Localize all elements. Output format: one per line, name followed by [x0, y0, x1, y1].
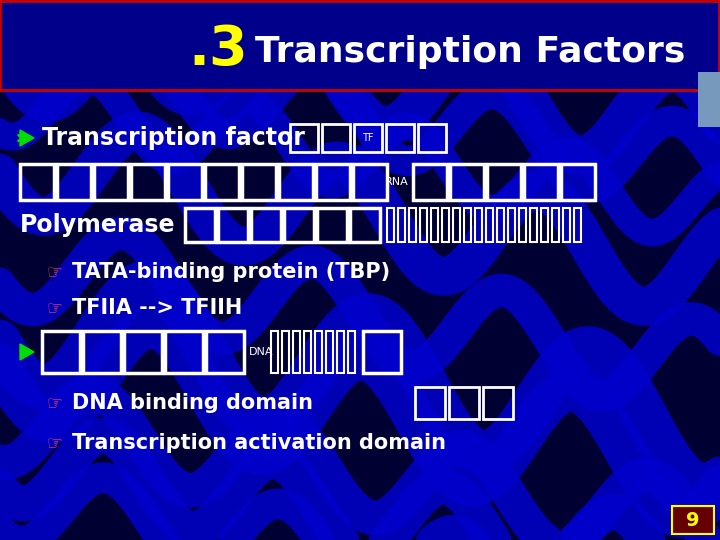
Bar: [453, 208, 460, 242]
Bar: [698, 72, 720, 127]
Bar: [348, 331, 355, 373]
Bar: [431, 208, 438, 242]
Bar: [519, 208, 526, 242]
Bar: [413, 164, 447, 200]
Bar: [337, 331, 344, 373]
Bar: [398, 208, 405, 242]
Bar: [475, 208, 482, 242]
Bar: [284, 208, 314, 242]
Bar: [293, 331, 300, 373]
Bar: [354, 124, 382, 152]
Bar: [563, 208, 570, 242]
Bar: [353, 164, 387, 200]
Bar: [20, 164, 54, 200]
Bar: [541, 208, 548, 242]
Bar: [124, 331, 162, 373]
Text: ☞: ☞: [47, 434, 63, 452]
Bar: [387, 208, 394, 242]
Bar: [409, 208, 416, 242]
Bar: [672, 506, 714, 534]
Bar: [483, 387, 513, 419]
Bar: [420, 208, 427, 242]
Bar: [316, 164, 350, 200]
Bar: [487, 164, 521, 200]
Text: Transcription factor: Transcription factor: [42, 126, 305, 150]
Bar: [552, 208, 559, 242]
Bar: [497, 208, 504, 242]
Text: .3: .3: [189, 23, 248, 77]
Bar: [442, 208, 449, 242]
Bar: [251, 208, 281, 242]
Bar: [449, 387, 479, 419]
Bar: [386, 124, 414, 152]
Bar: [530, 208, 537, 242]
Text: ☞: ☞: [47, 394, 63, 412]
Bar: [242, 164, 276, 200]
Bar: [508, 208, 515, 242]
Bar: [524, 164, 558, 200]
Text: DNA binding domain: DNA binding domain: [72, 393, 320, 413]
Bar: [165, 331, 203, 373]
Bar: [574, 208, 581, 242]
Bar: [450, 164, 484, 200]
Bar: [315, 331, 322, 373]
Text: ☞: ☞: [47, 263, 63, 281]
Bar: [317, 208, 347, 242]
Bar: [282, 331, 289, 373]
Text: TF: TF: [362, 133, 374, 143]
Text: 9: 9: [686, 510, 700, 530]
Text: DNA: DNA: [249, 347, 274, 357]
Text: Transcription Factors: Transcription Factors: [255, 35, 685, 69]
Bar: [290, 124, 318, 152]
Polygon shape: [20, 130, 34, 146]
Bar: [0, 0, 720, 90]
Text: Polymerase: Polymerase: [20, 213, 176, 237]
Bar: [561, 164, 595, 200]
Bar: [271, 331, 278, 373]
Text: TFIIA --> TFIIH: TFIIA --> TFIIH: [72, 298, 242, 318]
Bar: [205, 164, 239, 200]
Bar: [415, 387, 445, 419]
Text: ☞: ☞: [47, 299, 63, 317]
Bar: [94, 164, 128, 200]
Bar: [185, 208, 215, 242]
Bar: [279, 164, 313, 200]
Bar: [131, 164, 165, 200]
Text: RNA: RNA: [385, 177, 409, 187]
Bar: [322, 124, 350, 152]
Bar: [57, 164, 91, 200]
Bar: [350, 208, 380, 242]
Text: TATA-binding protein (TBP): TATA-binding protein (TBP): [72, 262, 390, 282]
Bar: [486, 208, 493, 242]
Polygon shape: [20, 344, 34, 360]
Bar: [42, 331, 80, 373]
Bar: [83, 331, 121, 373]
Bar: [206, 331, 244, 373]
Text: Transcription activation domain: Transcription activation domain: [72, 433, 446, 453]
Bar: [168, 164, 202, 200]
Bar: [326, 331, 333, 373]
Bar: [304, 331, 311, 373]
Bar: [418, 124, 446, 152]
Bar: [218, 208, 248, 242]
Bar: [363, 331, 401, 373]
Bar: [464, 208, 471, 242]
